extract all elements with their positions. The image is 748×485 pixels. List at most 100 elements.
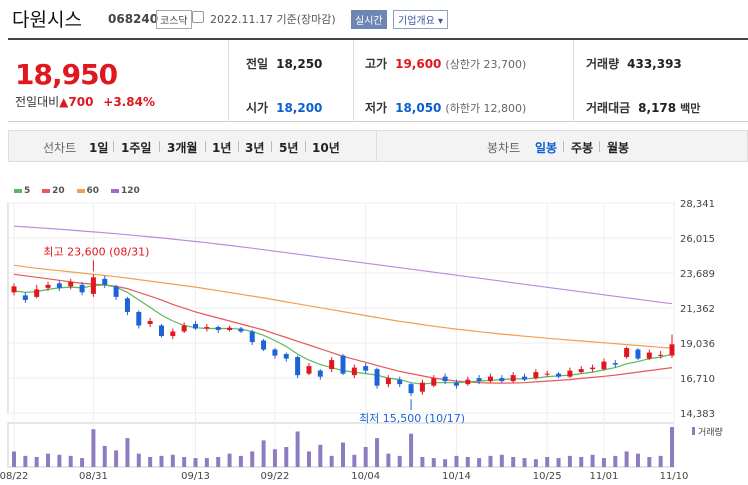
stock-header: 다원시스 068240 코스닥 2022.11.17 기준(장마감) 실시간 기… [0,0,748,38]
divider [599,141,600,152]
divider [159,141,160,152]
volume-bar [431,458,436,467]
volume-bar [567,455,572,467]
period-5y[interactable]: 5년 [279,141,299,155]
candle [431,378,437,386]
change-label: 전일대비 [15,95,60,109]
realtime-button[interactable]: 실시간 [351,10,387,29]
volume-bar [488,455,493,467]
candle [556,373,562,377]
volume-bar [454,455,459,467]
candle-daily[interactable]: 일봉 [535,141,558,155]
stock-name: 다원시스 [12,9,82,31]
change-value: ▲700 [59,95,94,109]
candle [658,354,664,356]
ma-legend: 5 20 60 120 [14,186,149,196]
candle [351,367,357,376]
candle [317,370,323,377]
period-3m[interactable]: 3개월 [167,141,198,155]
volume-bar [57,454,62,467]
legend-swatch [110,188,119,193]
period-1w[interactable]: 1주일 [121,141,152,155]
candle [487,376,493,382]
volume-bar [114,450,119,467]
open-price: 시가 18,200 [246,101,323,115]
volume-bar [306,451,311,467]
high-price: 고가 19,600 (상한가 23,700) [365,57,527,71]
candle [408,384,414,394]
volume-bar [193,458,198,467]
candle [204,326,210,329]
volume-bar [624,451,629,467]
company-overview-dropdown[interactable]: 기업개요 ▾ [393,10,448,29]
candle [56,283,62,288]
candle [442,376,448,382]
candle [522,376,528,380]
trading-volume: 거래량 433,393 [586,57,682,71]
volume-bar [238,455,243,467]
volume-bar [533,459,538,467]
divider [228,40,229,122]
volume-bar [34,457,39,467]
divider [271,141,272,152]
candle [170,331,176,337]
price-chart[interactable]: 28,341 26,015 23,689 21,362 19,036 16,710 14,3… [0,195,748,485]
candle [590,367,596,370]
x-tick-label: 10/25 [533,471,562,482]
volume-bar [284,447,289,467]
candle [340,355,346,374]
volume-bar [545,457,550,467]
volume-bar [635,453,640,467]
candle-monthly[interactable]: 월봉 [607,141,630,155]
volume-bar [46,453,51,467]
candle [147,320,153,324]
divider [563,141,564,152]
volume-bar [465,457,470,467]
candle [11,286,17,293]
candle [34,289,40,297]
legend-ma5: 5 [14,186,30,196]
volume-bar [658,455,663,467]
candle [136,311,142,326]
chart-controls: 선차트 1일 1주일 3개월 1년 3년 5년 10년 봉차트 일봉 주봉 월봉 [8,130,748,162]
divider [113,141,114,152]
volume-bar [375,438,380,467]
candle [397,379,403,385]
candle [374,369,380,386]
legend-swatch [42,188,51,193]
candle [283,354,289,359]
current-price: 18,950 [15,58,118,91]
candle [102,278,108,285]
volume-bar [352,454,357,467]
period-10y[interactable]: 10년 [312,141,340,155]
volume-bar [363,447,368,467]
period-1d[interactable]: 1일 [89,141,109,155]
volume-bar [647,457,652,467]
volume-bar [409,433,414,467]
clock-icon [192,11,204,23]
candle [453,382,459,386]
x-tick-label: 08/31 [79,471,108,482]
candle [227,327,233,330]
volume-bar [477,458,482,467]
change-percent: +3.84% [103,95,155,109]
candle [499,378,505,382]
y-tick-label: 16,710 [680,374,715,385]
candle [90,277,96,294]
candle [193,323,199,329]
divider [205,141,206,152]
period-1y[interactable]: 1년 [212,141,232,155]
volume-bar [590,454,595,467]
volume-bar [341,442,345,467]
x-tick-label: 11/10 [660,471,689,482]
candle [465,379,471,385]
ma60-line [13,264,673,349]
volume-bar [159,455,164,467]
candle [510,375,516,382]
volume-bar [556,458,561,467]
candle [68,281,74,287]
x-tick-label: 09/13 [181,471,210,482]
period-3y[interactable]: 3년 [245,141,265,155]
volume-bar [329,455,334,467]
candle-weekly[interactable]: 주봉 [571,141,594,155]
